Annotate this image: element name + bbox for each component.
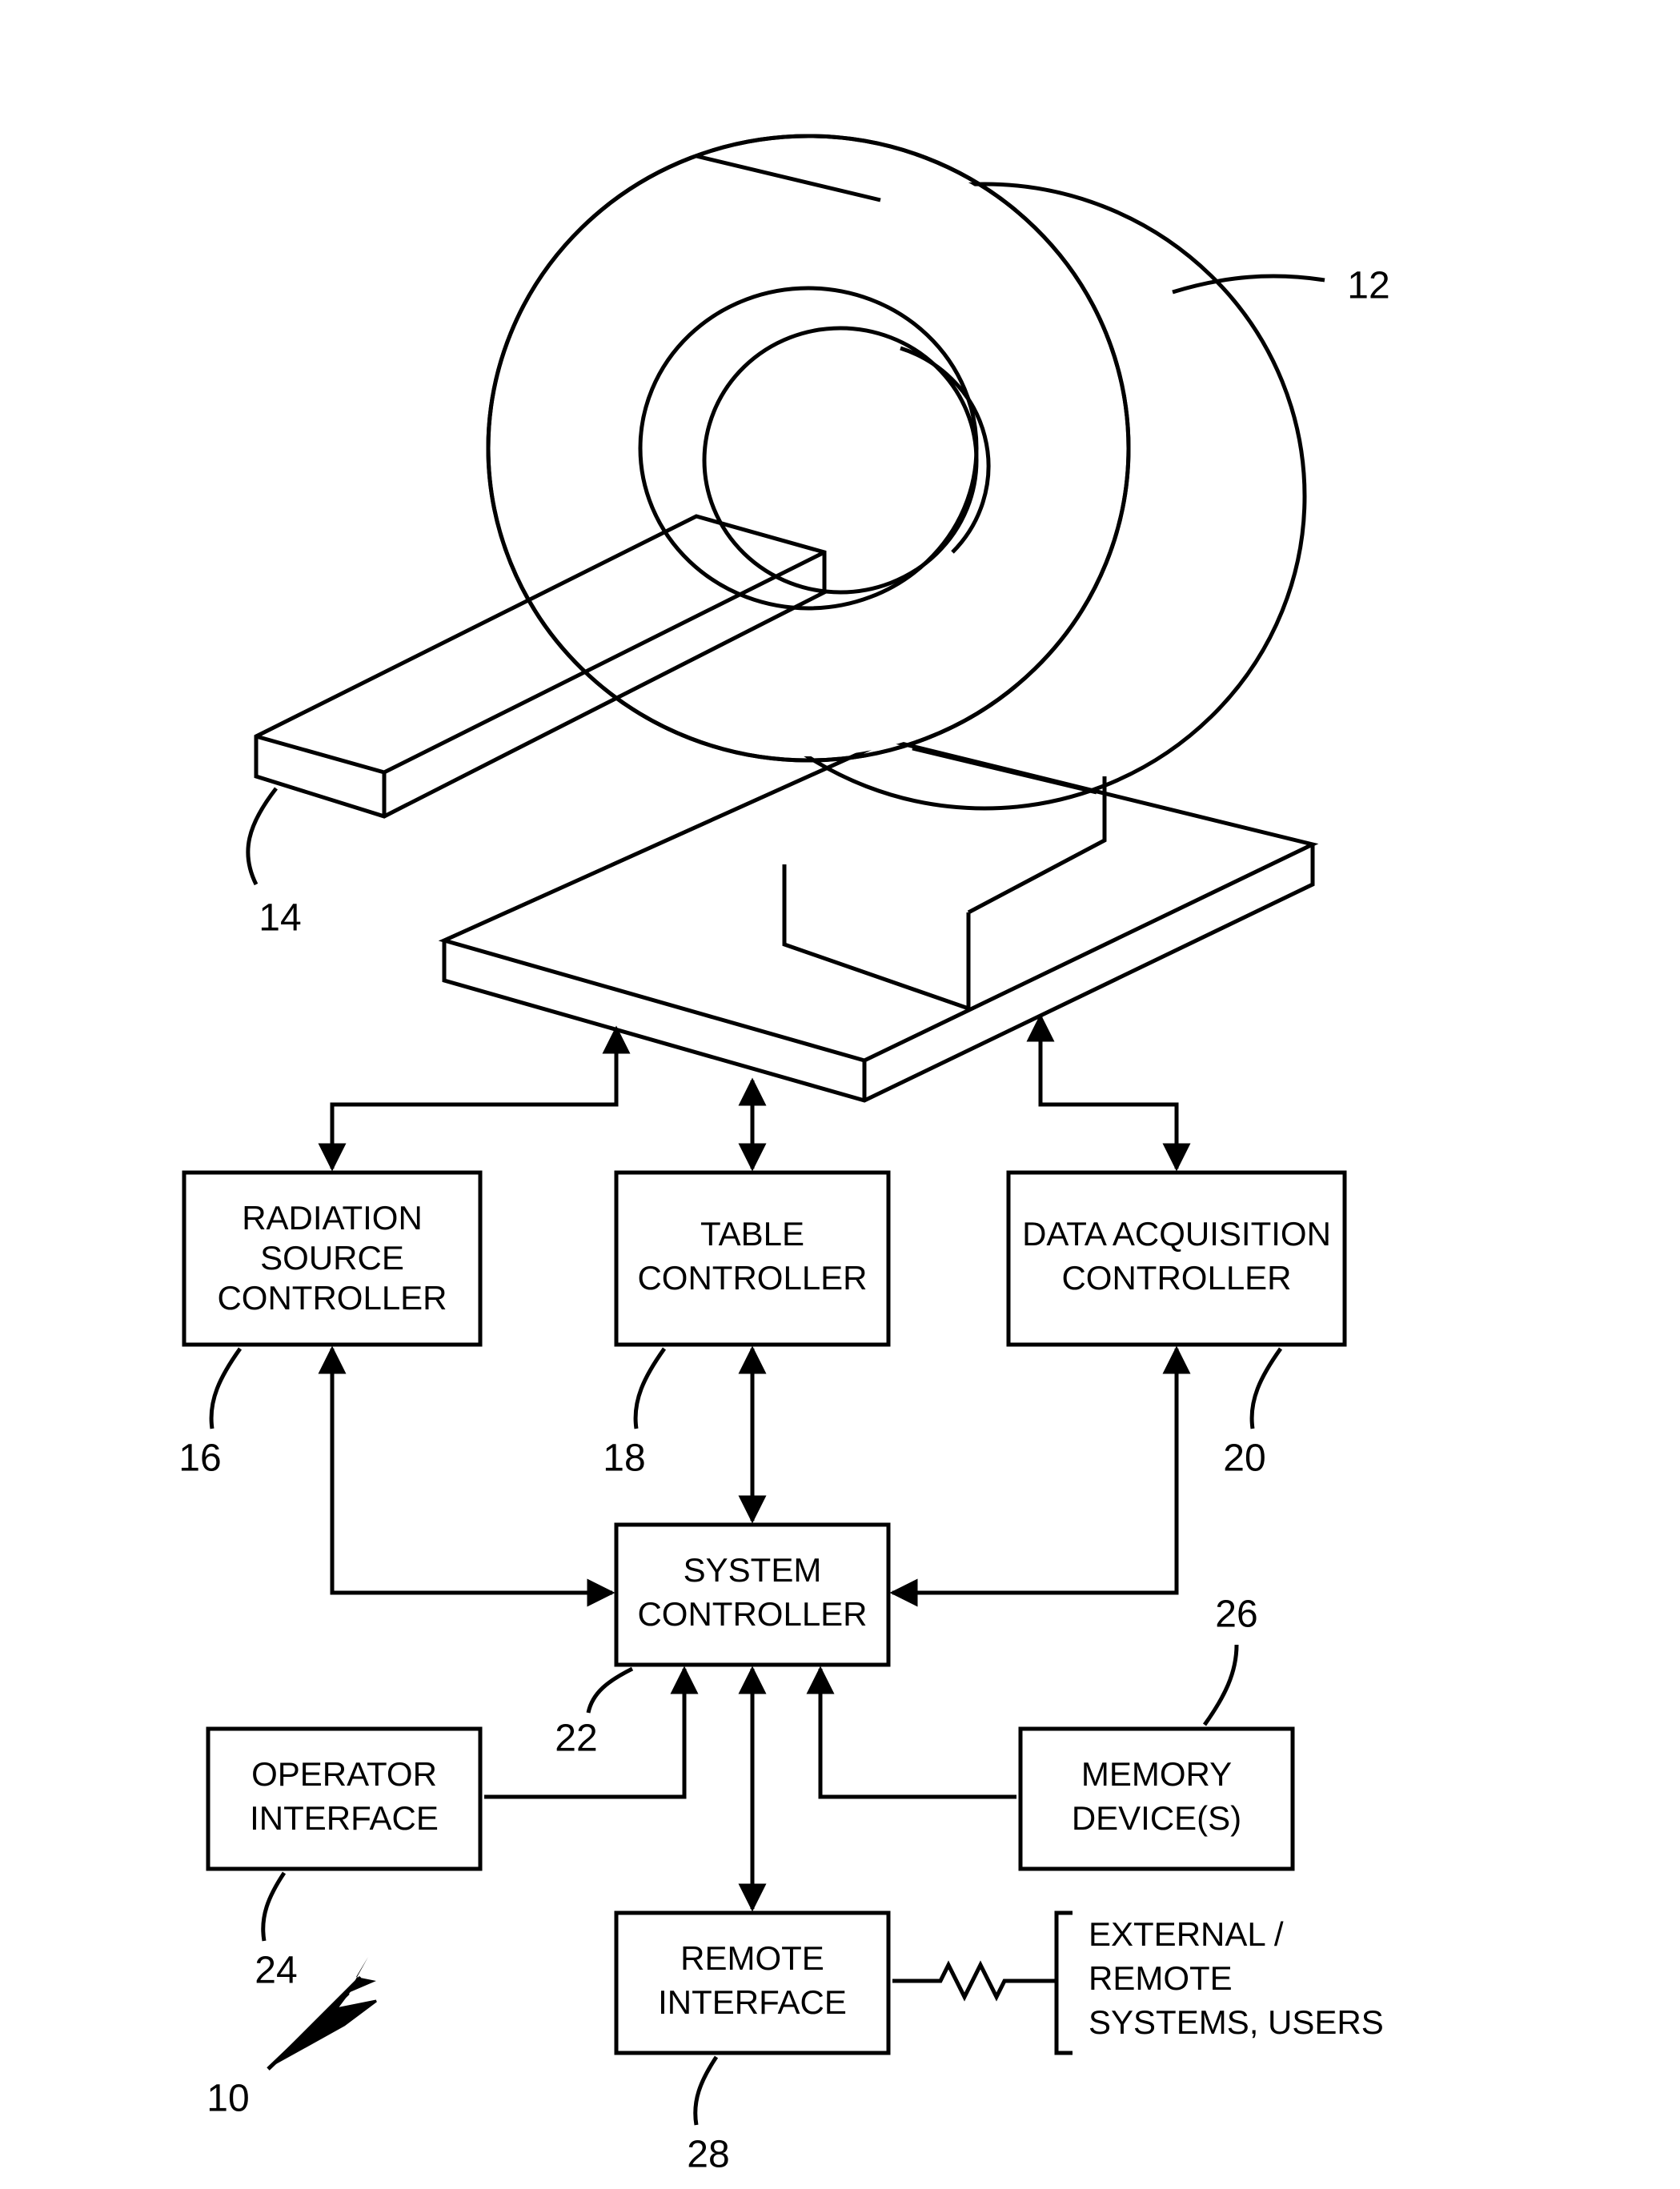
ref-26: 26 (1215, 1594, 1257, 1636)
remote-interface-box: REMOTE INTERFACE (616, 1913, 888, 2053)
op-line1: OPERATOR (251, 1755, 437, 1793)
edge-base-to-rsc (332, 1028, 616, 1169)
tc-line2: CONTROLLER (637, 1259, 867, 1297)
dac-line2: CONTROLLER (1061, 1259, 1291, 1297)
dac-line1: DATA ACQUISITION (1022, 1215, 1331, 1253)
edge-dac-to-sys (892, 1349, 1177, 1593)
ref-28: 28 (687, 2134, 729, 2176)
rem-line2: INTERFACE (658, 1983, 847, 2021)
rsc-line3: CONTROLLER (217, 1279, 447, 1317)
ref-14-leader: 14 (248, 788, 302, 940)
rsc-line1: RADIATION (242, 1199, 423, 1237)
ext-line1: EXTERNAL / (1089, 1915, 1284, 1953)
ref-20-leader: 20 (1223, 1349, 1281, 1480)
radiation-source-controller-box: RADIATION SOURCE CONTROLLER (184, 1173, 480, 1345)
ext-line2: REMOTE (1089, 1959, 1233, 1997)
ref-18: 18 (603, 1437, 645, 1480)
external-label: EXTERNAL / REMOTE SYSTEMS, USERS (1089, 1915, 1384, 2041)
ref-22: 22 (555, 1718, 597, 1760)
mem-line1: MEMORY (1081, 1755, 1232, 1793)
edge-rsc-to-sys (332, 1349, 612, 1593)
external-bracket (1044, 1913, 1073, 2053)
ref-16: 16 (178, 1437, 221, 1480)
edge-base-to-dac (1040, 1016, 1177, 1169)
edge-mem-to-sys (820, 1669, 1016, 1797)
scanner-drawing (256, 136, 1313, 1101)
ref-20: 20 (1223, 1437, 1265, 1480)
ref-24-leader: 24 (255, 1873, 297, 1992)
rsc-line2: SOURCE (260, 1239, 404, 1277)
sys-line2: CONTROLLER (637, 1595, 867, 1633)
data-acquisition-controller-box: DATA ACQUISITION CONTROLLER (1008, 1173, 1345, 1345)
table-controller-box: TABLE CONTROLLER (616, 1173, 888, 1345)
rem-line1: REMOTE (680, 1939, 824, 1977)
ext-line3: SYSTEMS, USERS (1089, 2003, 1384, 2041)
ref-26-leader: 26 (1205, 1594, 1258, 1725)
sys-line1: SYSTEM (684, 1551, 822, 1589)
ref-14: 14 (259, 897, 301, 940)
tc-line1: TABLE (700, 1215, 804, 1253)
system-controller-box: SYSTEM CONTROLLER (616, 1525, 888, 1665)
memory-devices-box: MEMORY DEVICE(S) (1020, 1729, 1293, 1869)
ref-12: 12 (1347, 265, 1389, 307)
operator-interface-box: OPERATOR INTERFACE (208, 1729, 480, 1869)
ref-16-leader: 16 (178, 1349, 240, 1480)
op-line2: INTERFACE (250, 1799, 439, 1837)
edge-remote-to-external (892, 1965, 1048, 1997)
ref-22-leader: 22 (555, 1669, 632, 1760)
ref-10-num: 10 (206, 2078, 249, 2120)
mem-line2: DEVICE(S) (1072, 1799, 1241, 1837)
ref-28-leader: 28 (687, 2057, 729, 2176)
ref-24: 24 (255, 1950, 297, 1992)
ref-18-leader: 18 (603, 1349, 664, 1480)
